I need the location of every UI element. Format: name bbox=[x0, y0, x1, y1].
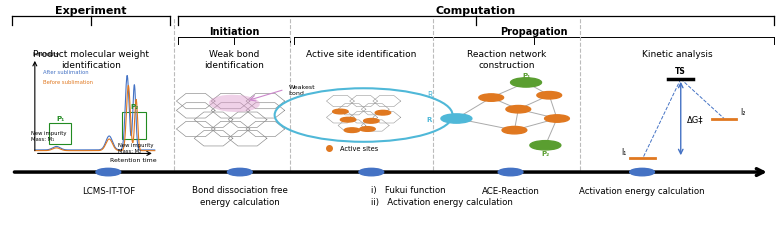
Circle shape bbox=[359, 169, 384, 176]
Text: TS: TS bbox=[675, 67, 686, 75]
Text: Active site identification: Active site identification bbox=[306, 49, 417, 58]
Bar bbox=[49, 124, 71, 145]
Text: P₁: P₁ bbox=[56, 115, 64, 121]
Text: Before sublimation: Before sublimation bbox=[43, 80, 93, 85]
Circle shape bbox=[510, 78, 541, 88]
Circle shape bbox=[530, 141, 561, 150]
Circle shape bbox=[364, 119, 379, 124]
Text: I₁: I₁ bbox=[622, 147, 626, 156]
Text: Reaction network
construction: Reaction network construction bbox=[467, 49, 546, 70]
Circle shape bbox=[227, 169, 252, 176]
Text: P₂: P₂ bbox=[130, 104, 139, 110]
Text: ΔG‡: ΔG‡ bbox=[687, 115, 703, 123]
Text: Activation energy calculation: Activation energy calculation bbox=[580, 186, 705, 195]
Text: Weak bond
identification: Weak bond identification bbox=[204, 49, 264, 70]
Text: P₂: P₂ bbox=[541, 150, 549, 156]
Circle shape bbox=[499, 169, 523, 176]
Circle shape bbox=[340, 118, 356, 122]
Bar bbox=[122, 112, 146, 140]
Text: P₁: P₁ bbox=[522, 73, 530, 79]
Circle shape bbox=[375, 111, 391, 116]
Circle shape bbox=[333, 110, 348, 114]
Circle shape bbox=[506, 106, 530, 113]
Circle shape bbox=[441, 114, 472, 124]
Text: ACE-Reaction: ACE-Reaction bbox=[481, 186, 540, 195]
Text: R: R bbox=[427, 116, 432, 122]
Circle shape bbox=[96, 169, 121, 176]
Text: Initiation: Initiation bbox=[209, 27, 259, 37]
Circle shape bbox=[537, 92, 562, 100]
Text: Bond dissociation free
energy calculation: Bond dissociation free energy calculatio… bbox=[192, 185, 287, 206]
Text: Kinetic analysis: Kinetic analysis bbox=[642, 49, 712, 58]
Text: R: R bbox=[428, 91, 433, 100]
Circle shape bbox=[360, 127, 375, 132]
Circle shape bbox=[545, 115, 569, 123]
Text: Weakest
bond: Weakest bond bbox=[288, 85, 315, 96]
Circle shape bbox=[629, 169, 654, 176]
Text: New impurity
Mass: M₂: New impurity Mass: M₂ bbox=[118, 142, 154, 153]
Text: After sublimation: After sublimation bbox=[43, 70, 88, 75]
Circle shape bbox=[344, 128, 360, 133]
Text: New impurity
Mass: M₁: New impurity Mass: M₁ bbox=[31, 131, 66, 142]
Text: Propagation: Propagation bbox=[500, 27, 568, 37]
Ellipse shape bbox=[209, 95, 260, 113]
Text: I₂: I₂ bbox=[740, 108, 746, 117]
Text: Intensity: Intensity bbox=[33, 51, 60, 56]
Circle shape bbox=[502, 127, 527, 134]
Text: LCMS-IT-TOF: LCMS-IT-TOF bbox=[82, 186, 135, 195]
Circle shape bbox=[479, 94, 503, 102]
Text: Experiment: Experiment bbox=[55, 6, 127, 16]
Text: Computation: Computation bbox=[435, 6, 516, 16]
Text: Retention time: Retention time bbox=[111, 157, 157, 162]
Text: Product molecular weight
identification: Product molecular weight identification bbox=[33, 49, 149, 70]
Text: Active sites: Active sites bbox=[340, 145, 379, 151]
Text: i)   Fukui function
ii)   Activation energy calculation: i) Fukui function ii) Activation energy … bbox=[372, 185, 513, 207]
